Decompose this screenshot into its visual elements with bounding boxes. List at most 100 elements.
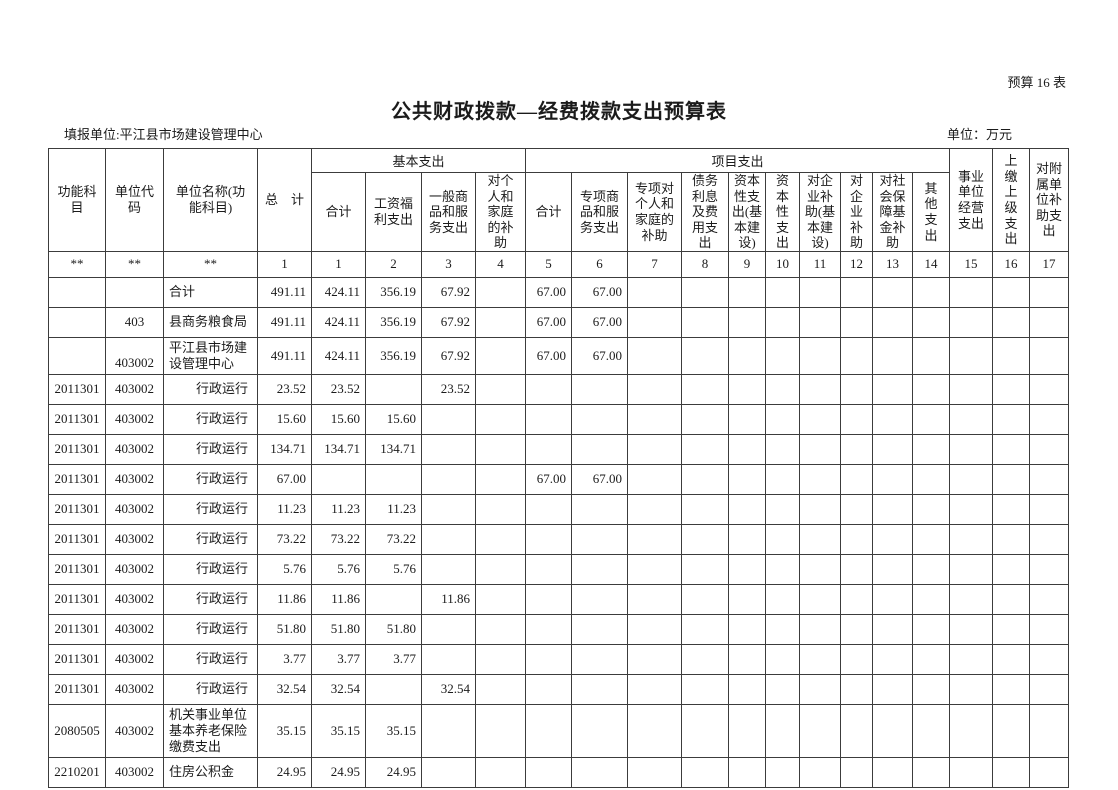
unit-name-cell: 行政运行 <box>163 673 258 705</box>
value-cell: 134.71 <box>365 433 422 465</box>
unit-code-cell: 403002 <box>105 493 164 525</box>
value-cell <box>475 276 526 308</box>
value-cell <box>872 336 913 375</box>
value-cell <box>912 433 950 465</box>
value-cell: 51.80 <box>365 613 422 645</box>
value-cell <box>765 673 800 705</box>
value-cell <box>949 433 993 465</box>
value-cell <box>872 433 913 465</box>
value-cell <box>840 553 873 585</box>
value-cell: 11.23 <box>257 493 312 525</box>
value-cell <box>1029 613 1069 645</box>
value-cell <box>525 583 572 615</box>
value-cell: 35.15 <box>311 703 366 758</box>
unit-code-cell: 403002 <box>105 703 164 758</box>
value-cell <box>627 373 682 405</box>
value-cell <box>525 673 572 705</box>
value-cell <box>872 463 913 495</box>
value-cell: 67.00 <box>571 336 628 375</box>
value-cell <box>627 306 682 338</box>
value-cell <box>840 403 873 435</box>
value-cell <box>475 403 526 435</box>
header-grand-total: 总 计 <box>257 148 312 252</box>
header-project-expenditure-group: 项目支出 <box>525 148 950 173</box>
value-cell <box>912 463 950 495</box>
value-cell <box>571 613 628 645</box>
page-title: 公共财政拨款—经费拨款支出预算表 <box>391 101 727 123</box>
value-cell <box>1029 756 1069 788</box>
value-cell <box>799 756 841 788</box>
value-cell <box>840 523 873 555</box>
value-cell <box>949 336 993 375</box>
value-cell <box>912 673 950 705</box>
value-cell <box>949 403 993 435</box>
header-special-goods-services: 专项商 品和服 务支出 <box>571 172 628 252</box>
func-code-cell: 2011301 <box>48 553 106 585</box>
value-cell <box>571 403 628 435</box>
value-cell <box>949 373 993 405</box>
value-cell: 5.76 <box>365 553 422 585</box>
value-cell: 356.19 <box>365 306 422 338</box>
table-row: 2011301 403002 行政运行 67.00 67.00 67.00 <box>48 463 1069 495</box>
value-cell <box>311 463 366 495</box>
value-cell <box>728 433 766 465</box>
value-cell <box>992 703 1030 758</box>
value-cell <box>475 306 526 338</box>
value-cell <box>525 373 572 405</box>
column-number: ** <box>163 250 258 278</box>
unit-name-cell: 行政运行 <box>163 493 258 525</box>
func-code-cell: 2080505 <box>48 703 106 758</box>
value-cell: 24.95 <box>257 756 312 788</box>
value-cell: 67.92 <box>421 306 476 338</box>
value-cell <box>765 336 800 375</box>
value-cell <box>949 583 993 615</box>
func-code-cell: 2011301 <box>48 373 106 405</box>
value-cell <box>840 336 873 375</box>
value-cell <box>840 433 873 465</box>
value-cell <box>840 613 873 645</box>
value-cell <box>872 373 913 405</box>
header-unit-name: 单位名称(功 能科目) <box>163 148 258 252</box>
header-individual-family-subsidy: 对个 人和 家庭 的补 助 <box>475 172 526 252</box>
value-cell: 67.00 <box>257 463 312 495</box>
value-cell <box>525 403 572 435</box>
value-cell: 67.00 <box>525 463 572 495</box>
value-cell <box>681 276 729 308</box>
budget-table: 功能科 目 单位代 码 单位名称(功 能科目) 总 计 基本支出 项目支出 事业… <box>48 148 1069 788</box>
column-number: 10 <box>765 250 800 278</box>
value-cell <box>799 703 841 758</box>
value-cell <box>872 673 913 705</box>
value-cell <box>681 373 729 405</box>
unit-name-cell: 县商务粮食局 <box>163 306 258 338</box>
header-capital-expenditure: 资 本 性 支 出 <box>765 172 800 252</box>
value-cell <box>525 493 572 525</box>
value-cell <box>765 523 800 555</box>
func-code-cell: 2011301 <box>48 463 106 495</box>
column-number: 13 <box>872 250 913 278</box>
value-cell <box>799 553 841 585</box>
value-cell <box>840 493 873 525</box>
value-cell <box>765 276 800 308</box>
value-cell <box>799 583 841 615</box>
column-number: 16 <box>992 250 1030 278</box>
table-row: 合计 491.11 424.11 356.19 67.92 67.00 67.00 <box>48 276 1069 308</box>
value-cell <box>421 553 476 585</box>
value-cell: 73.22 <box>311 523 366 555</box>
value-cell <box>992 403 1030 435</box>
unit-name-cell: 行政运行 <box>163 643 258 675</box>
func-code-cell: 2011301 <box>48 433 106 465</box>
value-cell <box>872 276 913 308</box>
value-cell <box>799 336 841 375</box>
value-cell <box>728 756 766 788</box>
unit-name-cell: 行政运行 <box>163 583 258 615</box>
table-row: 2011301 403002 行政运行 23.52 23.52 23.52 <box>48 373 1069 405</box>
value-cell <box>840 643 873 675</box>
value-cell <box>949 643 993 675</box>
value-cell <box>840 373 873 405</box>
value-cell <box>571 756 628 788</box>
value-cell <box>840 756 873 788</box>
value-cell <box>681 553 729 585</box>
value-cell: 356.19 <box>365 336 422 375</box>
value-cell <box>627 523 682 555</box>
value-cell <box>475 553 526 585</box>
